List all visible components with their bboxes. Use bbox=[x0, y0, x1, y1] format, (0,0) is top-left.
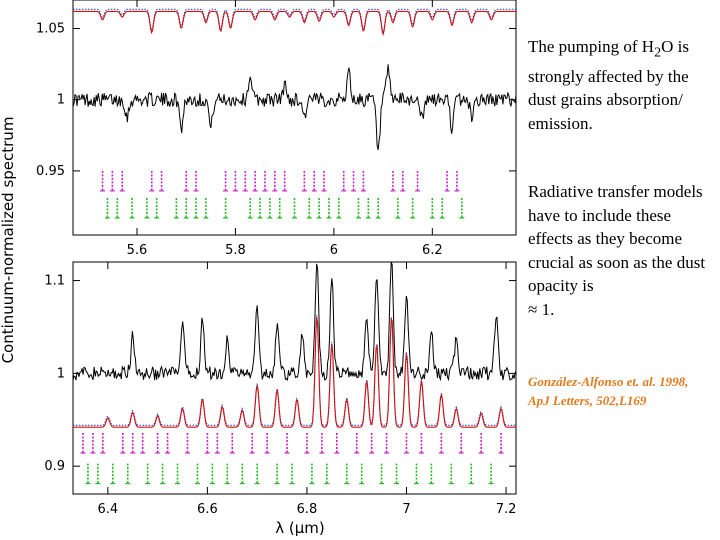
model-series-red bbox=[73, 316, 516, 428]
x-tick-label: 6.6 bbox=[197, 502, 218, 517]
radiative-transfer-paragraph: Radiative transfer models have to includ… bbox=[528, 180, 712, 321]
x-tick-label: 6.8 bbox=[297, 502, 318, 517]
para2-end: ≈ 1. bbox=[528, 299, 555, 319]
x-tick-label: 5.8 bbox=[225, 243, 246, 258]
model-series-red bbox=[73, 10, 516, 37]
citation: González-Alfonso et. al. 1998, ApJ Lette… bbox=[528, 374, 689, 408]
x-tick-label: 6.2 bbox=[422, 243, 443, 258]
para2-text: Radiative transfer models have to includ… bbox=[528, 182, 706, 295]
para1-after: O is strongly affected by the dust grain… bbox=[528, 37, 690, 133]
x-tick-label: 7 bbox=[402, 502, 410, 517]
model-series-blue bbox=[73, 8, 516, 35]
x-tick-label: 5.6 bbox=[127, 243, 148, 258]
panel-2: 6.4 6.6 6.8 7 7.2 0.9 1 1.1 bbox=[44, 261, 517, 517]
plot-frame bbox=[72, 0, 517, 236]
y-tick-label: 1.1 bbox=[44, 274, 65, 289]
y-axis-label: Continuum-normalized spectrum bbox=[0, 117, 17, 364]
para1-h: H bbox=[641, 37, 655, 56]
para1-sub: 2 bbox=[654, 44, 662, 61]
x-tick-label: 7.2 bbox=[496, 502, 517, 517]
observed-spectrum bbox=[72, 261, 517, 382]
panel-1: 5.6 5.8 6 6.2 0.95 1 1.05 bbox=[36, 0, 517, 258]
y-tick-label: 0.95 bbox=[36, 164, 65, 179]
pumping-paragraph: The pumping of H2O is strongly affected … bbox=[528, 35, 712, 135]
y-tick-label: 1 bbox=[57, 366, 65, 381]
y-tick-label: 1 bbox=[57, 93, 65, 108]
para1-before: The pumping of bbox=[528, 37, 642, 56]
observed-spectrum bbox=[72, 64, 517, 151]
x-tick-label: 6 bbox=[330, 243, 338, 258]
y-tick-label: 0.9 bbox=[44, 459, 65, 474]
x-axis-label: λ (μm) bbox=[275, 519, 325, 537]
plot-frame bbox=[72, 261, 517, 495]
x-tick-label: 6.4 bbox=[97, 502, 118, 517]
y-tick-label: 1.05 bbox=[36, 21, 65, 36]
